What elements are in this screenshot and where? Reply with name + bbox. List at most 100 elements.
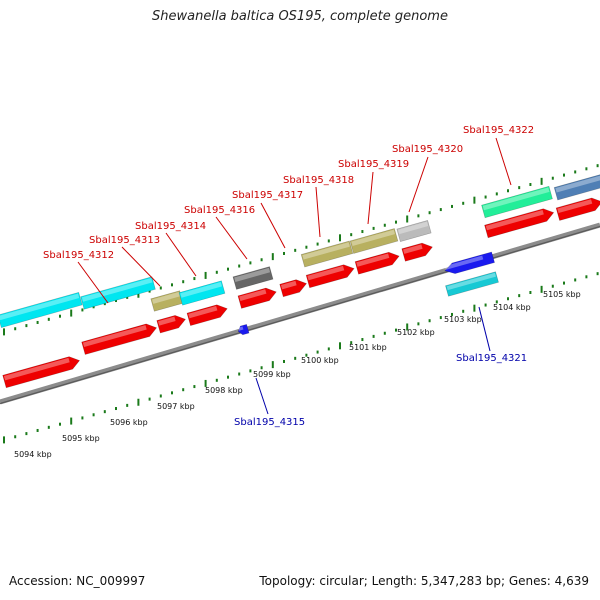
- function-band-6: [349, 228, 399, 254]
- gene-label-sbal195_4318: Sbal195_4318: [283, 175, 354, 186]
- gene-leader-line: [255, 377, 269, 415]
- forward-cds-arrow-0-highlight: [3, 357, 70, 381]
- function-band-2: [150, 290, 184, 312]
- gene-label-sbal195_4312: Sbal195_4312: [43, 250, 114, 261]
- reverse-cds-arrow-4315-highlight: [238, 326, 244, 331]
- gene-leader-line: [495, 137, 512, 186]
- function-band-9-body: [553, 173, 600, 201]
- accession-label: Accession: NC_009997: [9, 574, 146, 588]
- forward-cds-arrow-10: [555, 197, 600, 221]
- reverse-cds-arrow-4315-body: [237, 323, 250, 336]
- gene-leader-line: [215, 216, 248, 260]
- function-band-5: [300, 240, 354, 268]
- function-band-0-highlight: [0, 293, 80, 321]
- function-band-1-highlight: [81, 277, 153, 302]
- function-band-6-body: [349, 228, 399, 254]
- kbp-label: 5101 kbp: [349, 343, 387, 352]
- gene-label-sbal195_4321: Sbal195_4321: [456, 353, 527, 364]
- gene-leader-line: [408, 156, 429, 213]
- forward-cds-arrow-9-highlight: [485, 209, 544, 231]
- function-band-8-highlight: [482, 187, 550, 211]
- forward-cds-arrow-8-highlight: [403, 244, 423, 254]
- forward-cds-arrow-5: [279, 279, 308, 298]
- gene-leader-line: [260, 202, 286, 249]
- reverse-cds-arrow-4321: [444, 251, 495, 274]
- kbp-label: 5099 kbp: [253, 370, 291, 379]
- forward-cds-arrow-0-body: [2, 356, 81, 389]
- forward-cds-arrow-7-highlight: [356, 253, 390, 267]
- gene-leader-line: [367, 171, 374, 225]
- function-band-7-body: [396, 220, 432, 242]
- forward-cds-arrow-6-highlight: [307, 265, 345, 281]
- kbp-label: 5102 kbp: [397, 328, 435, 337]
- function-band-2-highlight: [152, 291, 181, 304]
- function-band-1-body: [80, 276, 156, 310]
- function-band-5-body: [300, 240, 354, 268]
- gene-label-sbal195_4314: Sbal195_4314: [135, 221, 206, 232]
- gene-leader-line: [478, 306, 491, 352]
- gene-leader-line: [121, 246, 161, 287]
- gene-label-sbal195_4320: Sbal195_4320: [392, 144, 463, 155]
- gene-label-sbal195_4313: Sbal195_4313: [89, 235, 160, 246]
- forward-cds-arrow-8-body: [401, 242, 433, 262]
- kbp-label: 5103 kbp: [444, 315, 482, 324]
- function-band-0: [0, 292, 83, 328]
- forward-cds-arrow-4-body: [237, 287, 277, 309]
- forward-cds-arrow-2-body: [156, 315, 186, 334]
- function-band-5-highlight: [302, 242, 350, 260]
- gene-leader-line: [165, 232, 197, 277]
- function-band-8: [481, 185, 553, 219]
- function-band-4-highlight: [234, 267, 271, 282]
- forward-cds-arrow-3-highlight: [188, 306, 218, 319]
- function-band-3-body: [178, 280, 226, 306]
- function-band-7-highlight: [398, 221, 429, 235]
- forward-cds-arrow-8: [401, 242, 433, 262]
- forward-cds-arrow-1: [81, 323, 158, 355]
- forward-cds-arrow-4: [237, 287, 277, 309]
- forward-cds-arrow-1-highlight: [82, 325, 147, 348]
- kbp-label: 5095 kbp: [62, 434, 100, 443]
- kbp-label: 5094 kbp: [14, 450, 52, 459]
- kbp-label: 5105 kbp: [543, 290, 581, 299]
- gene-leader-line: [315, 186, 321, 238]
- function-band-1: [80, 276, 156, 310]
- function-band-9-highlight: [555, 175, 600, 193]
- forward-cds-arrow-5-highlight: [280, 280, 297, 290]
- reverse-cds-arrow-4321-highlight: [444, 255, 484, 270]
- reverse-band-4321: [445, 271, 499, 297]
- kbp-label: 5104 kbp: [493, 303, 531, 312]
- gene-label-sbal195_4315: Sbal195_4315: [234, 417, 305, 428]
- function-band-8-body: [481, 185, 553, 219]
- function-band-9: [553, 173, 600, 201]
- reverse-band-4321-highlight: [446, 272, 496, 291]
- gene-label-sbal195_4319: Sbal195_4319: [338, 159, 409, 170]
- inner-tick-track: [3, 272, 599, 444]
- map-title: Shewanella baltica OS195, complete genom…: [152, 9, 448, 24]
- forward-cds-arrow-3: [186, 304, 228, 327]
- kbp-label: 5098 kbp: [205, 386, 243, 395]
- reverse-band-4321-body: [445, 271, 499, 297]
- forward-cds-arrow-5-body: [279, 279, 308, 298]
- genome-backbone: [0, 222, 600, 405]
- forward-cds-arrow-10-highlight: [557, 199, 593, 214]
- forward-cds-arrow-7: [354, 251, 400, 275]
- forward-cds-arrow-6-body: [305, 264, 355, 289]
- kbp-label: 5100 kbp: [301, 356, 339, 365]
- forward-cds-arrow-9: [484, 208, 555, 239]
- forward-cds-arrow-7-body: [354, 251, 400, 275]
- genome-summary: Topology: circular; Length: 5,347,283 bp…: [259, 574, 589, 588]
- forward-cds-arrow-0: [2, 356, 81, 389]
- forward-cds-arrow-6: [305, 264, 355, 289]
- reverse-cds-arrow-4321-body: [444, 251, 495, 274]
- kbp-label: 5096 kbp: [110, 418, 148, 427]
- function-band-4: [232, 266, 274, 290]
- forward-cds-arrow-3-body: [186, 304, 228, 327]
- forward-cds-arrow-2-highlight: [157, 316, 176, 326]
- forward-cds-arrow-4-highlight: [239, 289, 267, 301]
- kbp-label: 5097 kbp: [157, 402, 195, 411]
- reverse-cds-arrow-4315: [237, 323, 250, 336]
- genome-backbone-shadow: [0, 225, 600, 405]
- gene-label-sbal195_4317: Sbal195_4317: [232, 190, 303, 201]
